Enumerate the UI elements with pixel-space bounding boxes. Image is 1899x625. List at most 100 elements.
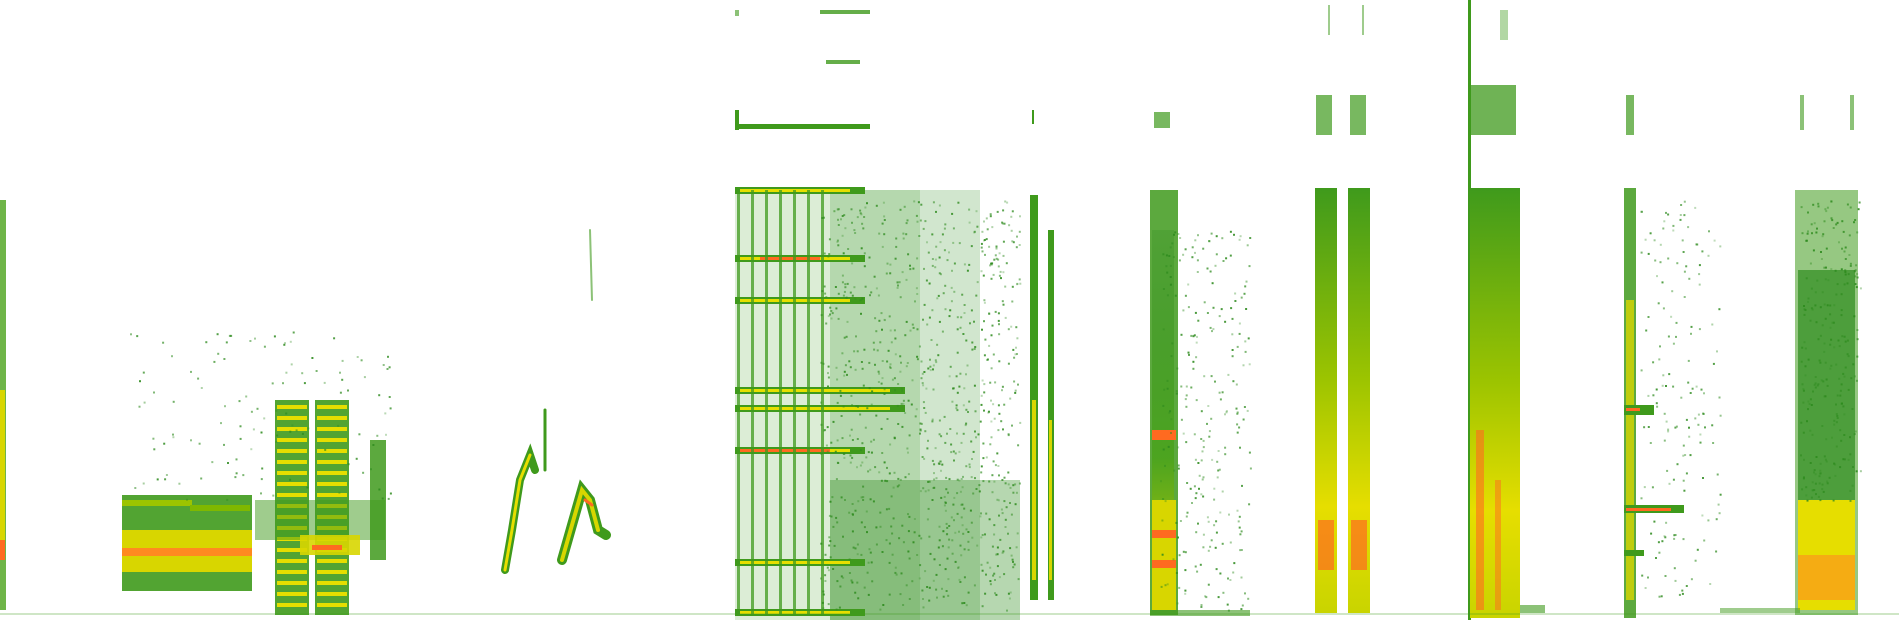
- noise-dot: [1164, 584, 1167, 587]
- noise-dot: [970, 476, 973, 479]
- noise-dot: [1830, 217, 1833, 220]
- noise-dot: [879, 608, 882, 611]
- noise-dot: [860, 312, 862, 315]
- noise-dot: [896, 485, 899, 488]
- noise-dot: [1215, 253, 1218, 256]
- noise-dot: [1017, 578, 1020, 581]
- noise-dot: [295, 429, 298, 432]
- noise-dot: [923, 267, 925, 270]
- noise-dot: [822, 590, 825, 593]
- noise-dot: [967, 411, 969, 413]
- noise-dot: [998, 576, 1001, 579]
- noise-dot: [1226, 603, 1229, 606]
- noise-dot: [880, 312, 883, 315]
- noise-dot: [962, 475, 964, 478]
- noise-dot: [1184, 592, 1187, 595]
- noise-dot: [889, 329, 892, 332]
- noise-dot: [1236, 412, 1239, 415]
- noise-dot: [941, 463, 944, 466]
- noise-dot: [1663, 412, 1666, 415]
- noise-dot: [851, 404, 853, 406]
- noise-dot: [1198, 474, 1201, 477]
- noise-dot: [862, 384, 865, 387]
- noise-dot: [1821, 488, 1824, 491]
- noise-dot: [859, 299, 862, 302]
- noise-dot: [339, 391, 342, 394]
- noise-dot: [1169, 264, 1172, 267]
- noise-dot: [1820, 379, 1823, 382]
- noise-dot: [1847, 458, 1850, 461]
- noise-dot: [1007, 483, 1010, 486]
- noise-dot: [968, 400, 971, 403]
- noise-dot: [1716, 473, 1719, 476]
- noise-dot: [960, 503, 963, 506]
- noise-dot: [954, 560, 957, 563]
- noise-dot: [985, 573, 987, 576]
- noise-dot: [1662, 307, 1665, 310]
- noise-dot: [1009, 486, 1012, 489]
- noise-dot: [1824, 458, 1827, 461]
- noise-speckle: [130, 200, 1862, 612]
- noise-dot: [937, 546, 940, 549]
- noise-dot: [928, 316, 931, 319]
- noise-dot: [980, 512, 982, 515]
- noise-dot: [922, 227, 925, 230]
- noise-dot: [927, 439, 929, 442]
- noise-dot: [1806, 499, 1809, 502]
- noise-dot: [1702, 412, 1705, 415]
- noise-dot: [942, 292, 945, 295]
- noise-dot: [990, 277, 993, 280]
- noise-dot: [1013, 380, 1016, 383]
- noise-dot: [984, 338, 987, 341]
- noise-dot: [1018, 278, 1021, 281]
- noise-dot: [835, 608, 838, 611]
- noise-dot: [1234, 292, 1237, 295]
- noise-dot: [899, 355, 902, 358]
- noise-dot: [1685, 265, 1688, 268]
- noise-dot: [995, 245, 998, 248]
- noise-dot: [1175, 521, 1178, 524]
- noise-dot: [992, 574, 995, 577]
- noise-dot: [875, 204, 878, 207]
- noise-dot: [995, 553, 998, 556]
- noise-dot: [1236, 509, 1239, 512]
- noise-dot: [841, 281, 844, 284]
- noise-dot: [994, 254, 997, 257]
- noise-dot: [1814, 386, 1817, 389]
- noise-dot: [997, 312, 1000, 315]
- noise-dot: [928, 535, 931, 538]
- noise-dot: [1010, 215, 1013, 218]
- noise-dot: [914, 300, 916, 303]
- noise-dot: [938, 256, 941, 259]
- noise-dot: [1195, 341, 1198, 344]
- noise-dot: [1820, 258, 1823, 260]
- noise-dot: [850, 579, 853, 582]
- noise-dot: [827, 365, 830, 368]
- noise-dot: [1808, 402, 1811, 405]
- noise-dot: [965, 373, 967, 376]
- noise-dot: [1001, 385, 1004, 388]
- noise-dot: [224, 405, 226, 408]
- noise-dot: [931, 258, 934, 260]
- noise-dot: [998, 412, 1001, 415]
- noise-dot: [883, 461, 886, 464]
- noise-dot: [1653, 520, 1656, 523]
- noise-dot: [840, 218, 842, 221]
- noise-dot: [1854, 269, 1857, 272]
- noise-dot: [1011, 424, 1013, 427]
- noise-dot: [1831, 436, 1833, 439]
- noise-dot: [1842, 458, 1845, 461]
- noise-dot: [886, 466, 888, 469]
- noise-dot: [855, 335, 857, 338]
- noise-dot: [994, 579, 996, 581]
- noise-dot: [1843, 283, 1846, 286]
- noise-dot: [843, 290, 846, 293]
- noise-dot: [1192, 360, 1195, 363]
- noise-dot: [945, 476, 948, 479]
- noise-dot: [228, 334, 231, 337]
- noise-dot: [1180, 385, 1183, 388]
- noise-dot: [1203, 301, 1206, 304]
- noise-dot: [828, 514, 831, 517]
- noise-dot: [981, 534, 984, 536]
